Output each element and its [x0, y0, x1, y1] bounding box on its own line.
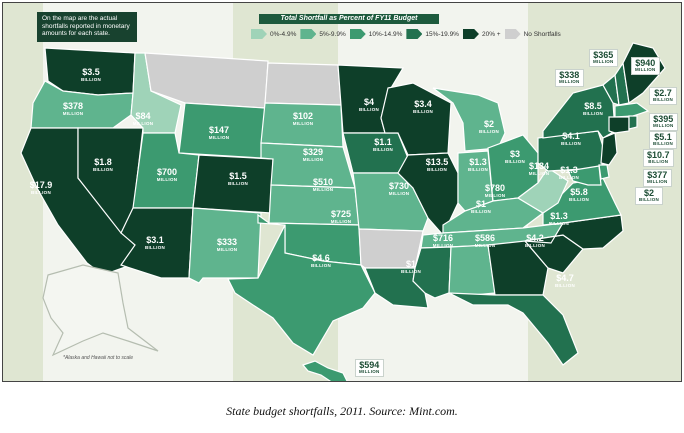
callout-ri: $395 MILLION — [649, 113, 678, 131]
state-hi — [301, 360, 348, 381]
label-wv: $134 MILLION — [528, 160, 550, 176]
callout-de: $377 MILLION — [643, 169, 672, 187]
state-ga — [487, 240, 549, 296]
legend-swatch — [349, 29, 366, 39]
state-tx — [227, 224, 376, 356]
callout-vt: $338 MILLION — [555, 69, 584, 87]
map-note: On the map are the actual shortfalls rep… — [37, 12, 137, 42]
label-wi: $3.4 BILLION — [412, 98, 434, 114]
label-va: $1.3 BILLION — [558, 164, 580, 180]
label-ut: $700 MILLION — [156, 166, 178, 182]
label-nm: $333 MILLION — [216, 236, 238, 252]
label-az: $3.1 BILLION — [144, 234, 166, 250]
label-id: $84 MILLION — [132, 110, 154, 126]
state-nd — [264, 62, 342, 106]
label-ky: $780 MILLION — [484, 182, 506, 198]
label-ks: $510 MILLION — [312, 176, 334, 192]
state-md — [567, 165, 602, 186]
scale-note: *Alaska and Hawaii not to scale — [63, 355, 134, 361]
legend-item: 15%-19.9% — [406, 29, 459, 39]
label-mn: $4 BILLION — [358, 96, 380, 112]
legend: 0%-4.9% 5%-9.9% 10%-14.9% 15%-19.9% 20% … — [251, 27, 561, 41]
label-ok: $725 MILLION — [330, 208, 352, 224]
label-nv: $1.8 BILLION — [92, 156, 114, 172]
label-wy: $147 MILLION — [208, 124, 230, 140]
legend-swatch — [462, 29, 479, 39]
callout-nh: $365 MILLION — [589, 49, 618, 67]
label-ne: $329 MILLION — [302, 146, 324, 162]
label-sd: $102 MILLION — [292, 110, 314, 126]
legend-item: 20% + — [462, 29, 501, 39]
legend-swatch — [300, 29, 317, 39]
legend-item: No Shortfalls — [504, 29, 561, 39]
state-wv — [516, 167, 569, 214]
label-fl: $4.7 BILLION — [554, 272, 576, 288]
legend-item: 0%-4.9% — [251, 29, 296, 39]
state-ri — [628, 115, 638, 130]
label-ms: $716 MILLION — [432, 232, 454, 248]
legend-swatch — [504, 29, 521, 39]
state-nm — [188, 207, 262, 284]
map-frame: On the map are the actual shortfalls rep… — [2, 2, 682, 382]
label-tn: $1 BILLION — [470, 198, 492, 214]
label-la: $1 BILLION — [400, 258, 422, 274]
us-map — [3, 3, 681, 381]
state-ma — [614, 102, 650, 118]
label-tx: $4.6 BILLION — [310, 252, 332, 268]
callout-ct: $5.1 BILLION — [649, 131, 678, 149]
state-nj — [600, 132, 618, 166]
legend-item: 5%-9.9% — [300, 29, 346, 39]
label-wa: $3.5 BILLION — [80, 66, 102, 82]
label-ga: $4.2 BILLION — [524, 232, 546, 248]
state-ct — [608, 116, 630, 134]
state-ak — [42, 264, 159, 357]
callout-md: $2 BILLION — [635, 187, 664, 205]
callout-me: $940 MILLION — [631, 57, 660, 75]
label-ia: $1.1 BILLION — [372, 136, 394, 152]
label-or: $378 MILLION — [62, 100, 84, 116]
label-ca: $17.9 BILLION — [29, 179, 53, 195]
label-ny: $8.5 BILLION — [582, 100, 604, 116]
label-pa: $4.1 BILLION — [560, 130, 582, 146]
legend-item: 10%-14.9% — [349, 29, 402, 39]
label-sc: $1.3 BILLION — [548, 210, 570, 226]
label-oh: $3 BILLION — [504, 148, 526, 164]
label-al: $586 MILLION — [474, 232, 496, 248]
legend-swatch — [251, 29, 267, 39]
figure-caption: State budget shortfalls, 2011. Source: M… — [226, 404, 458, 418]
label-co: $1.5 BILLION — [227, 170, 249, 186]
legend-title: Total Shortfall as Percent of FY11 Budge… — [259, 14, 439, 24]
callout-nj: $10.7 BILLION — [643, 149, 674, 167]
label-mi: $2 BILLION — [478, 118, 500, 134]
state-al — [448, 244, 496, 297]
label-nc: $5.8 BILLION — [568, 186, 590, 202]
callout-hi: $594 MILLION — [355, 359, 384, 377]
callout-ma: $2.7 BILLION — [649, 87, 678, 105]
state-fl — [448, 292, 579, 366]
label-il: $13.5 BILLION — [425, 156, 449, 172]
legend-swatch — [406, 29, 423, 39]
label-in: $1.3 BILLION — [467, 156, 489, 172]
label-mo: $730 MILLION — [388, 180, 410, 196]
